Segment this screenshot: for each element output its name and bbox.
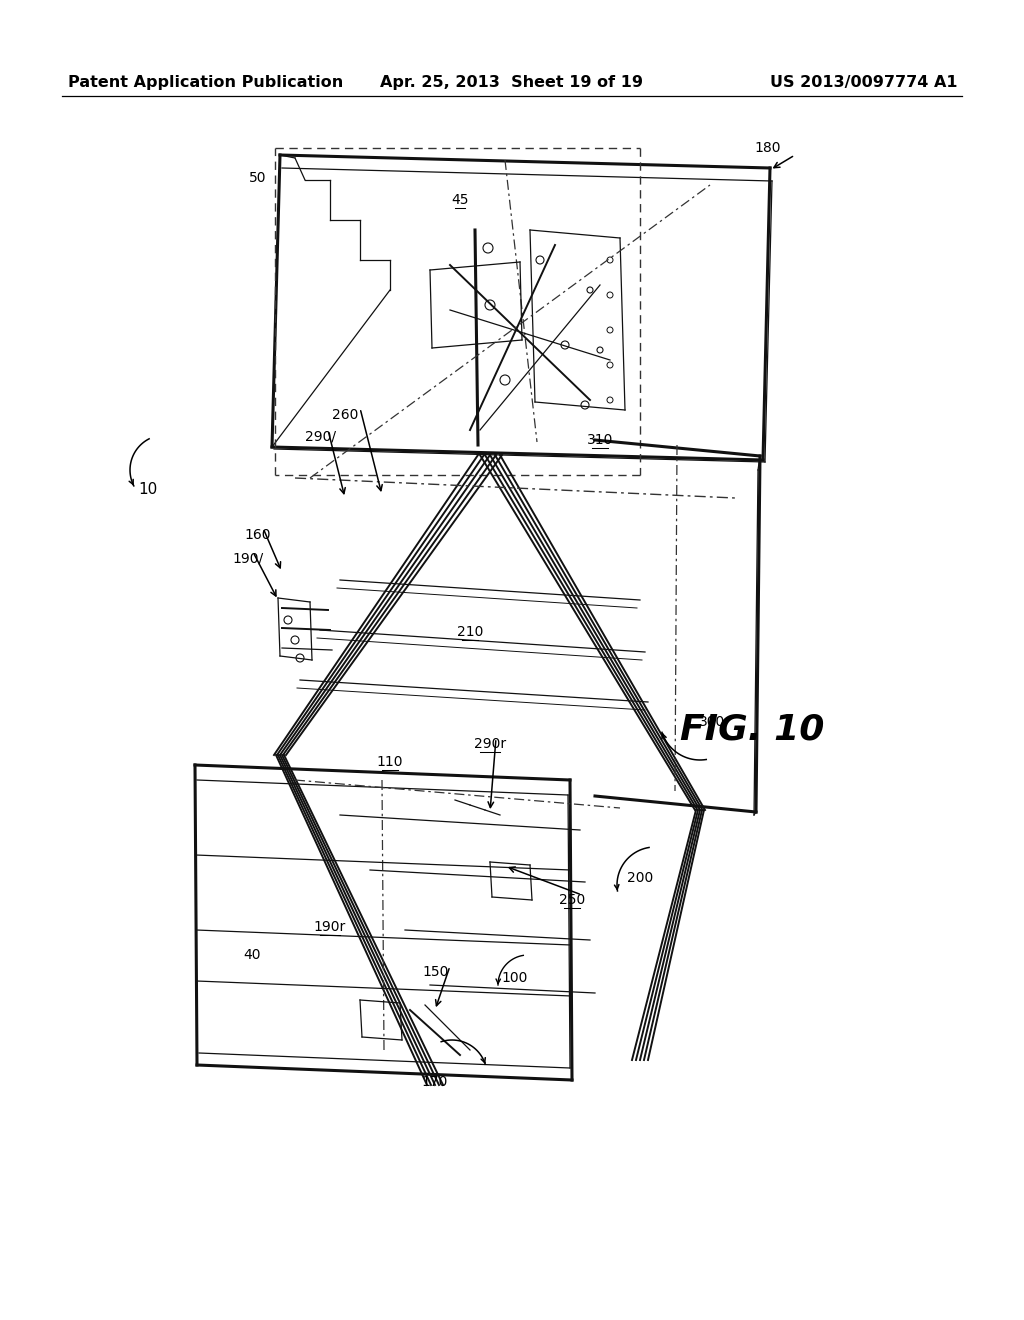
Text: Apr. 25, 2013  Sheet 19 of 19: Apr. 25, 2013 Sheet 19 of 19	[381, 74, 643, 90]
Circle shape	[485, 300, 495, 310]
Text: 170: 170	[422, 1074, 449, 1089]
Text: 260: 260	[332, 408, 358, 422]
Circle shape	[296, 653, 304, 663]
Text: 110: 110	[377, 755, 403, 770]
Circle shape	[597, 347, 603, 352]
Text: 10: 10	[138, 483, 158, 498]
Text: US 2013/0097774 A1: US 2013/0097774 A1	[770, 74, 958, 90]
Text: 45: 45	[452, 193, 469, 207]
Circle shape	[587, 286, 593, 293]
Circle shape	[483, 243, 493, 253]
Text: Patent Application Publication: Patent Application Publication	[68, 74, 343, 90]
Text: 160: 160	[245, 528, 271, 543]
Text: 40: 40	[244, 948, 261, 962]
Text: FIG. 10: FIG. 10	[680, 713, 824, 747]
Text: 150: 150	[423, 965, 450, 979]
Text: 190/: 190/	[232, 550, 263, 565]
Text: 210: 210	[457, 624, 483, 639]
Circle shape	[284, 616, 292, 624]
Text: 290/: 290/	[304, 430, 336, 444]
Circle shape	[536, 256, 544, 264]
Text: 300: 300	[698, 715, 725, 729]
Text: 200: 200	[627, 871, 653, 884]
Text: 190r: 190r	[314, 920, 346, 935]
Text: 180: 180	[755, 141, 781, 154]
Text: 100: 100	[502, 972, 528, 985]
Text: 50: 50	[249, 172, 266, 185]
Text: 290r: 290r	[474, 737, 506, 751]
Circle shape	[291, 636, 299, 644]
Circle shape	[581, 401, 589, 409]
Text: 310: 310	[587, 433, 613, 447]
Circle shape	[500, 375, 510, 385]
Text: 250: 250	[559, 894, 585, 907]
Circle shape	[561, 341, 569, 348]
